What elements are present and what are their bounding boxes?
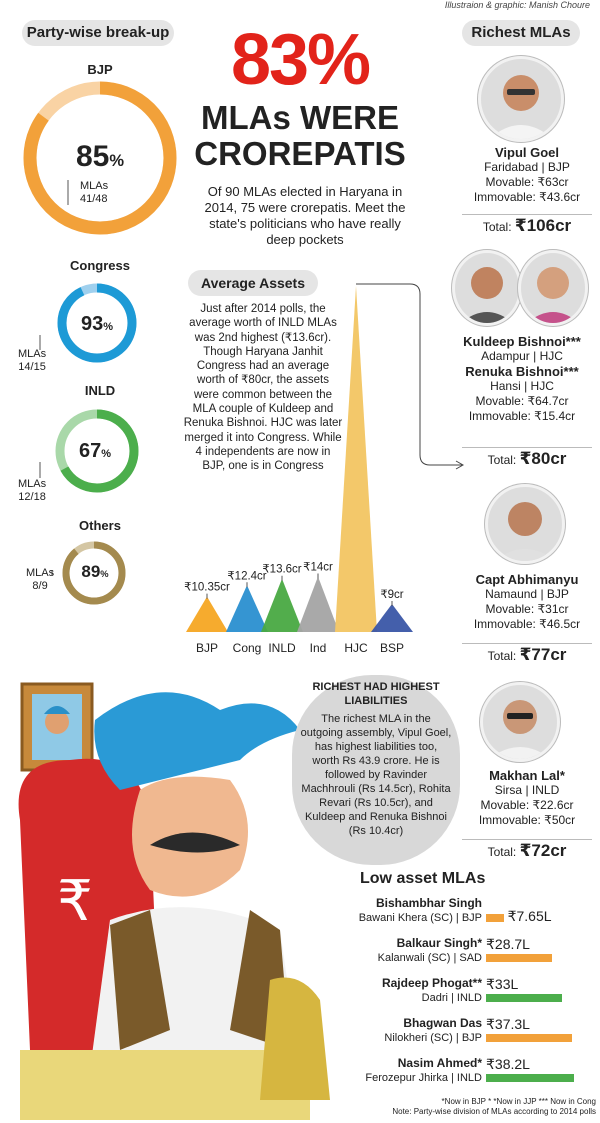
bar-cong [226, 585, 268, 632]
bar-ind [297, 576, 339, 632]
party-mla-congress: MLAs 14/15 [18, 348, 47, 373]
separator [462, 643, 592, 644]
svg-text:₹: ₹ [57, 869, 93, 934]
party-mla-inld: MLAs 12/18 [18, 478, 47, 503]
average-assets-chart: BJP ₹10.35cr Cong ₹12.4cr INLD ₹13.6cr Ind ₹14c… [184, 286, 413, 655]
party-label-bjp: BJP [87, 62, 113, 77]
party-label-inld: INLD [84, 383, 116, 398]
average-assets-text: Just after 2014 polls, the average worth… [183, 303, 343, 473]
low-asset-title: Low asset MLAs [360, 870, 486, 887]
vipul-goel-photo [478, 56, 564, 142]
liabilities-bubble [292, 675, 460, 865]
data-label-inld: ₹13.6cr [262, 564, 301, 576]
ring-fill-2 [55, 409, 139, 493]
total-capt-abhimanyu: Total: ₹77cr [487, 645, 567, 664]
low-asset-bar [486, 994, 562, 1002]
low-asset-value: ₹28.7L [486, 936, 530, 952]
bar-hjc [335, 286, 377, 632]
party-rings [23, 81, 177, 605]
low-asset-bar [486, 954, 552, 962]
data-label-bjp: ₹10.35cr [184, 582, 230, 594]
richest-bishnoi-couple: Kuldeep Bishnoi*** Adampur | HJC Renuka … [463, 334, 581, 423]
credit-line: Illustraion & graphic: Manish Choure [444, 0, 590, 10]
bar-bjp [186, 596, 228, 632]
tick-label-bjp: BJP [196, 641, 218, 655]
party-breakup-title: Party-wise break-up [22, 20, 174, 46]
low-asset-value: ₹7.65L [507, 908, 552, 924]
low-asset-bar [486, 914, 504, 922]
richest-capt-abhimanyu: Capt Abhimanyu Namaund | BJP Movable: ₹3… [473, 572, 581, 631]
separator [462, 839, 592, 840]
tick-label-bsp: BSP [380, 641, 404, 655]
party-pct-inld: 67% [78, 440, 112, 462]
intro-text: Of 90 MLAs elected in Haryana in 2014, 7… [204, 184, 406, 247]
hjc-pointer-arrow [356, 283, 465, 470]
richest-makhan-lal: Makhan Lal* Sirsa | INLD Movable: ₹22.6c… [478, 768, 576, 827]
liabilities-text: RICHEST HAD HIGHEST LIABILITIES The rich… [300, 681, 452, 837]
footnote: *Now in BJP * *Now in JJP *** Now in Con… [441, 1097, 596, 1106]
total-bishnoi-couple: Total: ₹80cr [487, 449, 567, 468]
tick-label-inld: INLD [268, 641, 296, 655]
party-pct-congress: 93% [80, 313, 114, 335]
party-mla-bjp: MLAs 41/48 [80, 180, 109, 205]
average-assets-title: Average Assets [188, 270, 318, 296]
tick-label-hjc: HJC [344, 641, 368, 655]
low-asset-value: ₹38.2L [486, 1056, 530, 1072]
tick-label-cong: Cong [233, 641, 262, 655]
low-asset-bar [486, 1074, 574, 1082]
total-vipul-goel: Total: ₹106cr [482, 216, 572, 235]
party-label-congress: Congress [70, 258, 130, 273]
party-pct-others: 89% [81, 562, 109, 581]
ring-fill-0 [23, 81, 177, 235]
separator [462, 447, 592, 448]
bar-bsp [371, 604, 413, 632]
richest-vipul-goel: Vipul Goel Faridabad | BJP Movable: ₹63c… [473, 145, 581, 204]
capt-abhimanyu-photo [485, 484, 565, 564]
tick-label-ind: Ind [310, 641, 327, 655]
separator [462, 214, 592, 215]
headline-percentage: 83% [230, 20, 371, 100]
total-makhan-lal: Total: ₹72cr [487, 841, 567, 860]
ring-fill-1 [57, 283, 137, 363]
data-label-bsp: ₹9cr [380, 589, 403, 601]
party-label-others: Others [79, 518, 121, 533]
ring-fill-3 [62, 541, 126, 605]
headline-text: MLAs WERE CROREPATIS [194, 99, 406, 172]
richest-mlas-title: Richest MLAs [462, 20, 580, 46]
party-mla-others: MLAs 8/9 [26, 567, 55, 592]
makhan-lal-photo [480, 682, 560, 762]
footnote-note: Note: Party-wise division of MLAs accord… [392, 1107, 596, 1116]
low-asset-value: ₹33L [486, 976, 519, 992]
low-asset-value: ₹37.3L [486, 1016, 530, 1032]
low-asset-bar [486, 1034, 572, 1042]
cartoon-politician-illustration: ₹ [18, 682, 330, 1120]
renuka-bishnoi-photo [518, 250, 588, 326]
bar-inld [261, 578, 303, 632]
data-label-ind: ₹14cr [303, 562, 333, 574]
party-pct-bjp: 85% [75, 140, 125, 173]
data-label-cong: ₹12.4cr [227, 570, 266, 582]
